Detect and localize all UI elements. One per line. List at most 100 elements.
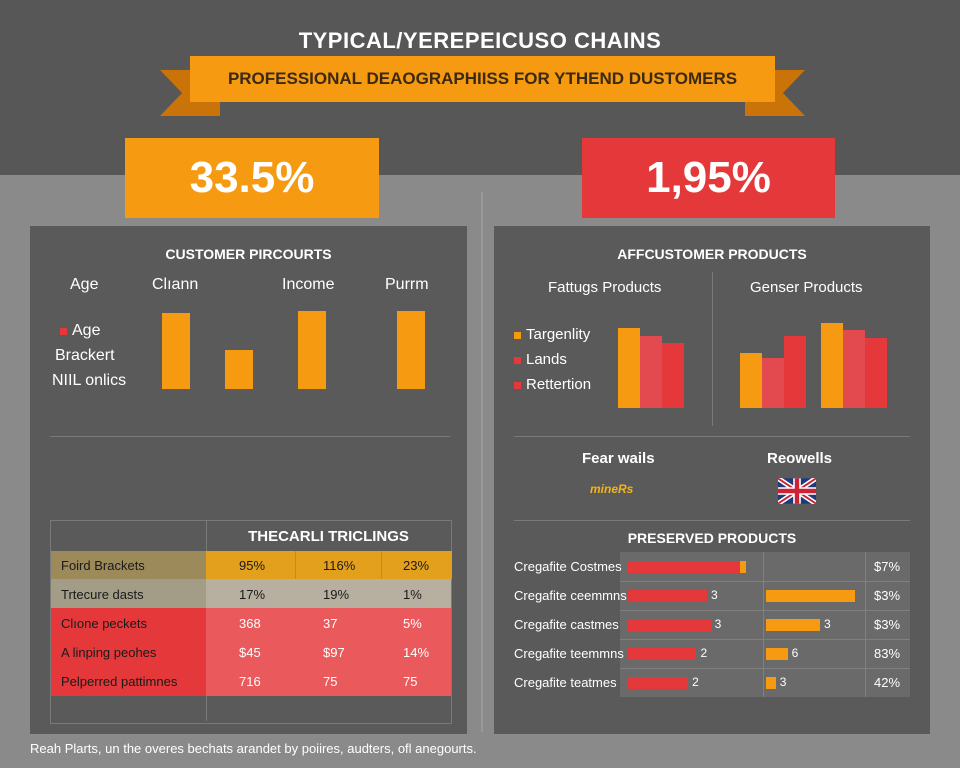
preserved-bar-red (628, 677, 689, 689)
table-row: Pelperred pattimnes 716 75 75 (51, 666, 451, 696)
table-row-label: Clıone peckets (61, 616, 147, 631)
grid-line (763, 552, 764, 697)
preserved-bar-cap (740, 561, 746, 573)
brand-fear-wails: Fear wails (582, 450, 655, 467)
table-row-label: Foird Brackets (61, 558, 145, 573)
preserved-row-label: Cregafite castmes (514, 617, 619, 632)
legend-marker-rettertion (514, 382, 521, 389)
subtitle: PROFESSIONAL DEAOGRAPHIISS FOR YTHEND DU… (190, 56, 775, 102)
preserved-bar-orange-label: 3 (824, 617, 831, 631)
preserved-row-label: Cregafite teemmns (514, 646, 624, 661)
preserved-bar-red (628, 590, 708, 602)
bar-genser-extra-2 (843, 330, 865, 408)
table-cell: 17% (239, 587, 266, 602)
col-label-age: Age (70, 276, 99, 293)
preserved-bar-red-label: 3 (711, 588, 718, 602)
left-separator (50, 436, 450, 437)
right-separator-1 (514, 436, 910, 437)
group-label-genser: Genser Products (750, 279, 863, 296)
right-separator-2 (514, 520, 910, 521)
preserved-bar-orange-label: 3 (779, 675, 787, 689)
preserved-row-label: Cregafite Costmes (514, 559, 622, 574)
legend-age: Age (72, 322, 101, 339)
bar-lands-genser (762, 358, 784, 408)
table-cell: 1% (403, 587, 422, 602)
preserved-bar-red-label: 2 (692, 675, 699, 689)
group-label-fattugs: Fattugs Products (548, 279, 662, 296)
table-cell-bg (295, 551, 382, 579)
table-cell-bg (206, 608, 451, 637)
preserved-bar-orange (766, 619, 820, 631)
brand-reowells: Reowells (767, 450, 833, 467)
table-cell: 14% (403, 645, 430, 660)
legend-nill-onlics: NIIL onlics (52, 372, 127, 389)
bar-targenlity-fattugs (618, 328, 640, 408)
bar-targenlity-genser (740, 353, 762, 408)
col-label-income: Income (282, 276, 335, 293)
table-cell: 23% (403, 558, 430, 573)
table-row-label: Trtecure dasts (61, 587, 144, 602)
legend-rettertion: Rettertion (526, 376, 592, 393)
table-row: Trtecure dasts 17% 19% 1% (51, 579, 451, 608)
grid-line (620, 639, 910, 640)
bar-rettertion-fattugs (662, 343, 684, 408)
table-cell-bg (206, 666, 451, 696)
preserved-row-pct: $3% (874, 617, 901, 632)
stat-right: 1,95% (582, 138, 835, 218)
table-cell: 75 (403, 674, 418, 689)
legend-targenlity: Targenlity (526, 326, 591, 343)
legend-marker-targenlity (514, 332, 521, 339)
preserved-bar-red (628, 561, 746, 573)
table-cell-bg (381, 551, 452, 579)
bar-clann (225, 350, 253, 389)
table-cell: 37 (323, 616, 338, 631)
preserved-bar-orange (766, 590, 855, 602)
bar-lands-fattugs (640, 336, 662, 408)
bar-genser-extra-1 (821, 323, 843, 408)
left-panel-title: CUSTOMER PIRCOURTS (165, 246, 332, 262)
table-row-label: A linping peohes (61, 645, 157, 660)
page-title: TYPICAL/YEREPEICUSO CHAINS (298, 28, 662, 53)
table-cell: $45 (239, 645, 261, 660)
preserved-bar-orange (766, 648, 788, 660)
legend-brackert: Brackert (55, 347, 115, 364)
right-panel: AFFCUSTOMER PRODUCTS Fattugs Products Ge… (494, 226, 930, 734)
preserved-row-label: Cregafite teatmes (514, 675, 617, 690)
preserved-bar-red-label: 3 (714, 617, 722, 631)
preserved-row-pct: $3% (874, 588, 901, 603)
uk-flag-icon (776, 476, 818, 506)
table-title: THECARLI TRICLINGS (248, 528, 409, 545)
preserved-bar-red-label: 2 (700, 646, 708, 660)
table-row-label: Pelperred pattimnes (61, 674, 178, 689)
col-label-clann: Clıann (152, 276, 199, 293)
group-divider (712, 272, 713, 426)
table-cell-bg (206, 637, 451, 666)
legend-lands: Lands (526, 351, 567, 368)
table-cell: 95% (239, 558, 266, 573)
bar-age (162, 312, 190, 389)
table-cell: $97 (323, 645, 345, 660)
bar-purrm (397, 310, 425, 389)
preserved-bar-orange-label: 6 (791, 646, 799, 660)
table-cell: 368 (239, 616, 261, 631)
center-divider (481, 192, 483, 732)
grid-line (620, 668, 910, 669)
left-panel: CUSTOMER PIRCOURTS Age Clıann Income Pur… (30, 226, 467, 734)
preserved-bar-orange (766, 677, 776, 689)
table-row: Foird Brackets 95% 116% 23% (51, 551, 452, 579)
table-header-row: THECARLI TRICLINGS (51, 521, 451, 551)
table-cell: 19% (323, 587, 350, 602)
stat-left: 33.5% (125, 138, 379, 218)
legend-marker-age (60, 328, 67, 335)
preserved-title: PRESERVED PRODUCTS (627, 530, 797, 546)
preserved-row-pct: 83% (874, 646, 901, 661)
table-cell: 5% (403, 616, 422, 631)
subtitle-ribbon: PROFESSIONAL DEAOGRAPHIISS FOR YTHEND DU… (160, 56, 805, 120)
table-row: Clıone peckets 368 37 5% (51, 608, 451, 637)
grid-line (620, 581, 910, 582)
preserved-row-label: Cregafite ceemmns (514, 588, 627, 603)
preserved-bar-red (628, 619, 711, 631)
bar-genser-extra-3 (865, 338, 887, 408)
footer-note: Reah Plarts, un the overes bechats arand… (30, 741, 477, 756)
table-cell-bg (206, 551, 295, 579)
